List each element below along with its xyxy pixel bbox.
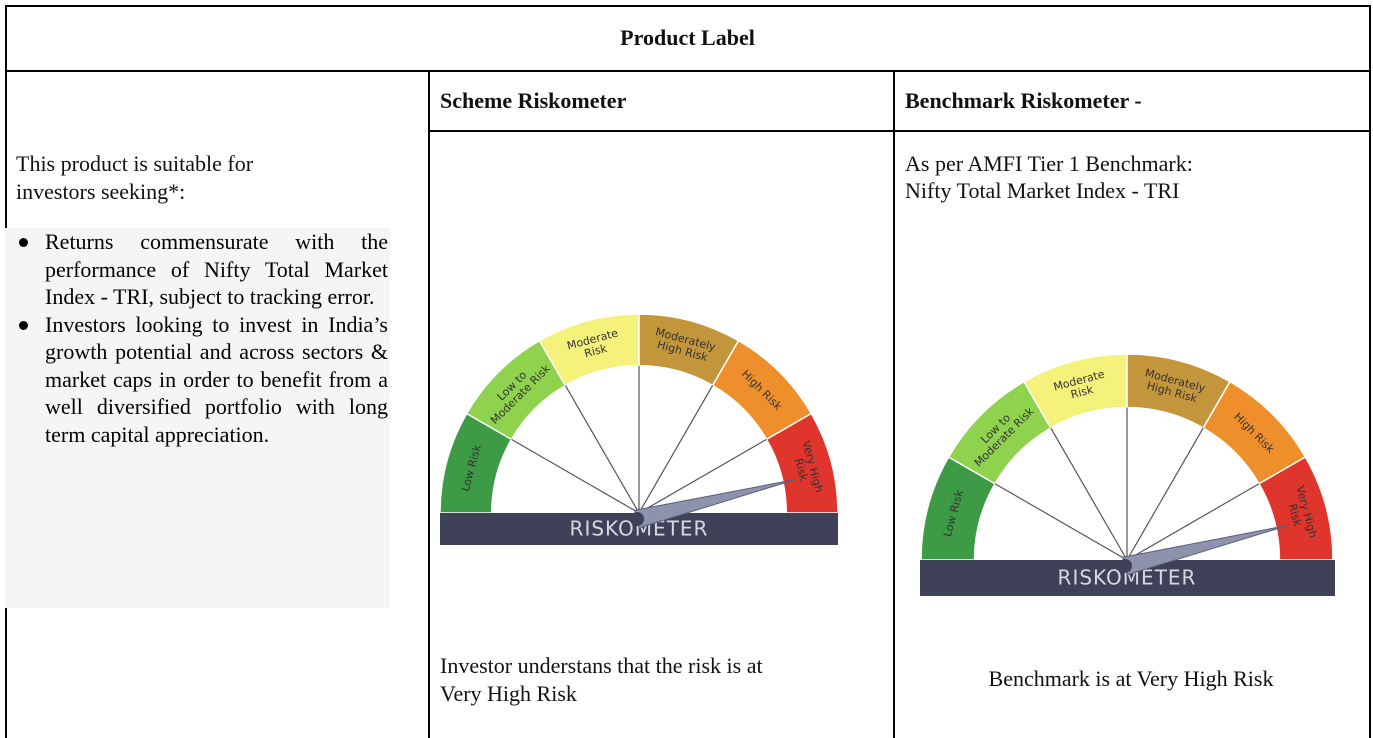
border: [5, 70, 1370, 72]
divider: [1126, 483, 1260, 561]
segment-label-line: Risk: [792, 457, 811, 483]
divider: [638, 438, 767, 514]
bullet: Investors looking to invest in India’s g…: [5, 311, 390, 449]
segment-label-line: Risk: [1286, 502, 1305, 528]
bullet-list: Returns commensurate with the performanc…: [5, 228, 390, 608]
border: [428, 130, 1370, 132]
divider: [1126, 427, 1204, 561]
border: [1369, 5, 1371, 738]
border: [893, 70, 895, 738]
segment-label-line: Risk: [583, 342, 609, 361]
intro: This product is suitable for investors s…: [16, 151, 254, 204]
divider: [638, 385, 714, 514]
divider: [994, 483, 1128, 561]
divider: [564, 385, 640, 514]
divider: [1050, 427, 1128, 561]
border: [428, 70, 430, 738]
note: Nifty Total Market Index - TRI: [905, 178, 1180, 203]
caption: Investor understans that the risk is at …: [440, 653, 763, 706]
divider: [511, 438, 640, 514]
needle-pivot: [630, 512, 644, 526]
needle-pivot: [1118, 559, 1132, 573]
note: As per AMFI Tier 1 Benchmark:: [905, 151, 1193, 176]
heading: Scheme Riskometer: [440, 88, 627, 113]
caption: Benchmark is at Very High Risk: [988, 666, 1274, 691]
title: Product Label: [620, 25, 755, 50]
bullet: Returns commensurate with the performanc…: [5, 228, 390, 311]
segment-label-line: Risk: [1069, 383, 1095, 402]
heading: Benchmark Riskometer -: [905, 88, 1142, 113]
border: [5, 5, 1370, 7]
